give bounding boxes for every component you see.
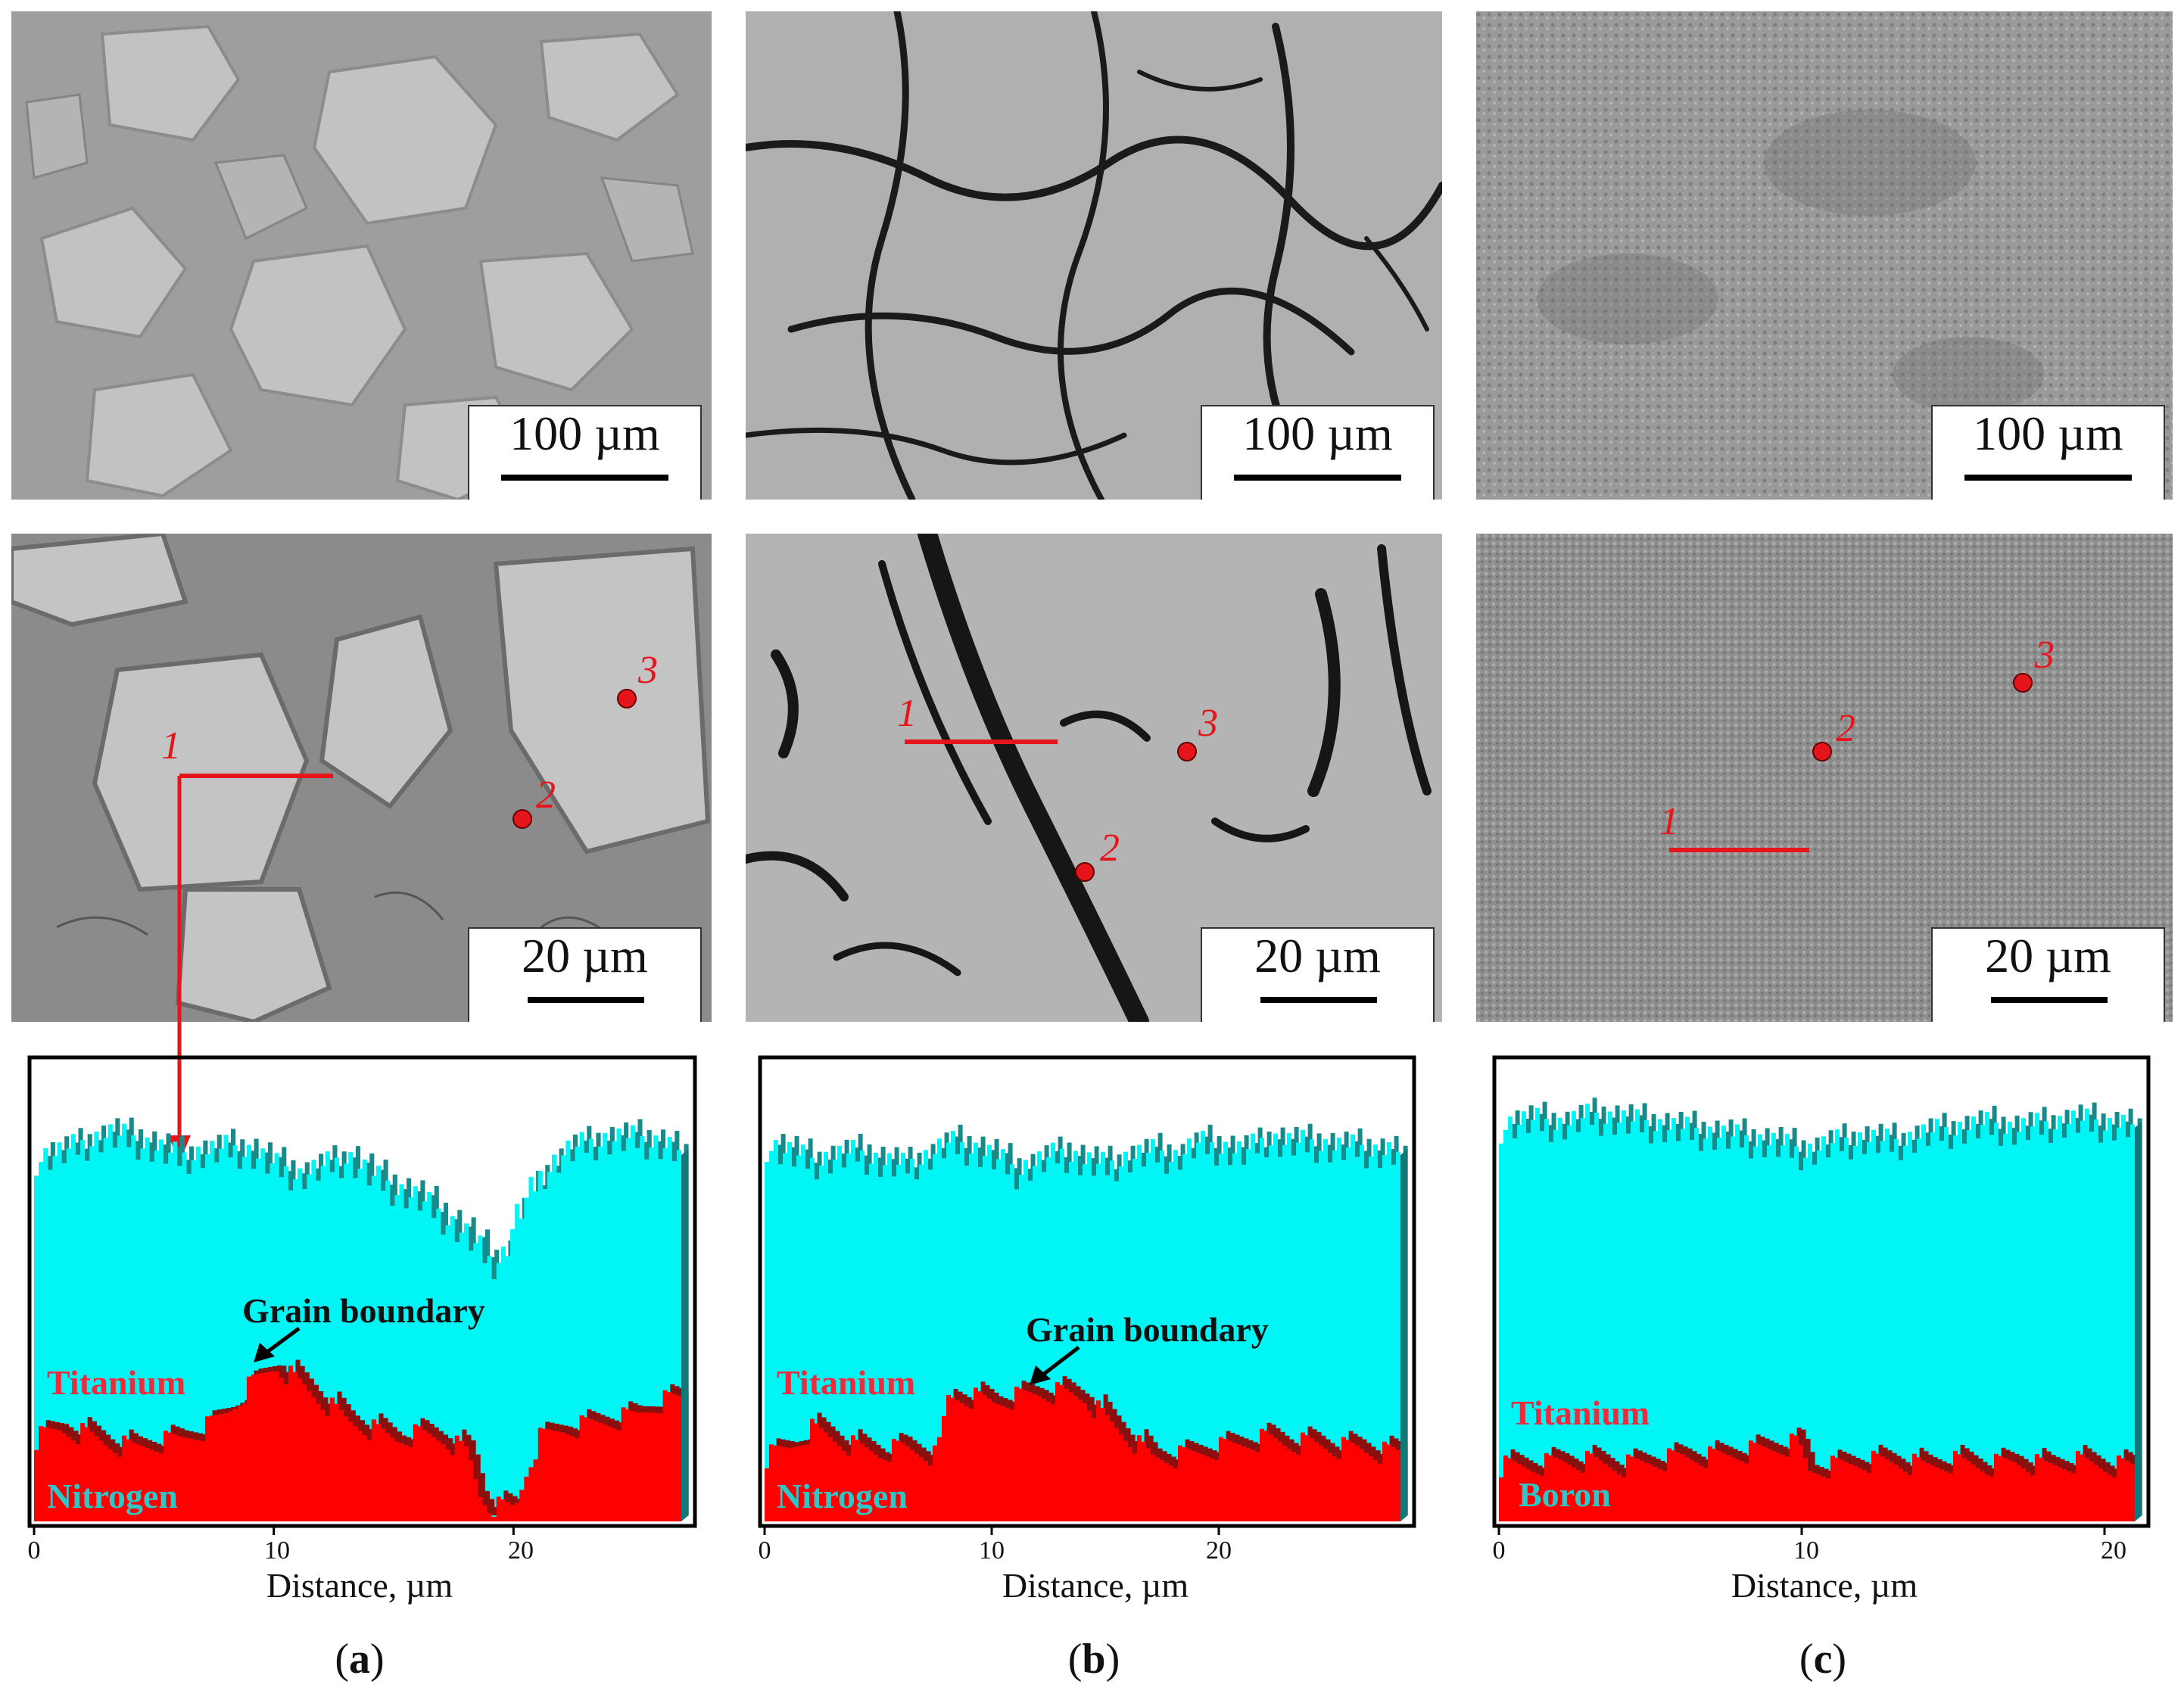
scale-bar-b-high: 20 µm xyxy=(1201,927,1435,1022)
panel-letter: a xyxy=(349,1636,370,1683)
scale-bar-c-high: 20 µm xyxy=(1931,927,2165,1022)
xtick-10: 10 xyxy=(979,1537,1005,1565)
micrograph-c-high: 1 2 3 20 µm xyxy=(1476,534,2173,1022)
scale-bar-b-low: 100 µm xyxy=(1201,405,1435,500)
x-axis-label: Distance, µm xyxy=(1731,1566,1918,1605)
marker-label-3: 3 xyxy=(2035,634,2055,677)
element-label-nitrogen: Nitrogen xyxy=(777,1477,908,1515)
plot-frame xyxy=(758,1055,1416,1528)
panel-letter: b xyxy=(1082,1636,1106,1683)
linescan-c-svg xyxy=(1492,1055,2151,1535)
xtick-20: 20 xyxy=(508,1537,534,1565)
element-label-titanium: Titanium xyxy=(1511,1393,1650,1432)
element-label-boron: Boron xyxy=(1519,1475,1611,1514)
plot-side-wall xyxy=(1400,1149,1408,1521)
xtick-10: 10 xyxy=(1793,1537,1819,1565)
plot-frame xyxy=(27,1055,697,1528)
second-element-profile xyxy=(1499,1434,2135,1521)
plot-frame xyxy=(1492,1055,2151,1528)
marker-label-1: 1 xyxy=(897,692,917,735)
grain-boundary-arrowhead xyxy=(254,1343,275,1362)
micrograph-c-low: 100 µm xyxy=(1476,11,2173,500)
marker-label-3: 3 xyxy=(638,649,658,692)
scale-bar-c-low: 100 µm xyxy=(1931,405,2165,500)
marker-label-1: 1 xyxy=(1659,800,1679,843)
xtick-0: 0 xyxy=(1492,1537,1506,1565)
plot-side-wall xyxy=(2135,1121,2142,1521)
xtick-10: 10 xyxy=(264,1537,290,1565)
second-element-profile xyxy=(765,1382,1400,1521)
scale-bar-line xyxy=(1234,475,1401,481)
scale-bar-line xyxy=(501,475,668,481)
x-axis-label: Distance, µm xyxy=(266,1566,453,1605)
line-scan-marker-c xyxy=(1669,673,2033,852)
line-scan-marker-b xyxy=(905,740,1197,882)
grain-boundary-arrowhead xyxy=(1030,1365,1051,1385)
marker-label-2: 2 xyxy=(1100,827,1120,870)
panel-label-b: (b) xyxy=(1067,1636,1120,1683)
plot-side-wall xyxy=(681,1149,689,1521)
marker-label-2: 2 xyxy=(1836,707,1855,750)
panel-letter: c xyxy=(1813,1636,1833,1683)
linescan-c: Titanium Boron 0 10 20 Distance, µm xyxy=(1469,1052,2184,1643)
linescan-b-svg xyxy=(758,1055,1416,1535)
element-label-titanium: Titanium xyxy=(777,1363,916,1402)
scale-bar-line xyxy=(1991,997,2108,1003)
scale-label: 100 µm xyxy=(509,406,660,460)
marker-label-3: 3 xyxy=(1198,702,1218,745)
scale-label: 100 µm xyxy=(1973,406,2123,460)
micrograph-b-high: 1 2 3 20 µm xyxy=(746,534,1442,1022)
linescan-b: Titanium Nitrogen Grain boundary 0 10 20… xyxy=(734,1052,1461,1643)
titanium-profile xyxy=(765,1129,1400,1521)
micrograph-a-high: 1 2 3 20 µm xyxy=(11,534,712,1022)
xtick-20: 20 xyxy=(2101,1537,2126,1565)
scale-bar-line xyxy=(1260,997,1377,1003)
marker-label-2: 2 xyxy=(536,774,556,817)
xtick-0: 0 xyxy=(27,1537,41,1565)
second-element-profile xyxy=(34,1365,681,1521)
xtick-0: 0 xyxy=(758,1537,771,1565)
titanium-profile xyxy=(1499,1104,2135,1521)
x-axis-label: Distance, µm xyxy=(1002,1566,1189,1605)
scale-label: 20 µm xyxy=(1985,929,2111,982)
scale-label: 100 µm xyxy=(1242,406,1393,460)
grain-boundary-label: Grain boundary xyxy=(242,1291,485,1330)
element-label-nitrogen: Nitrogen xyxy=(47,1477,178,1515)
xtick-20: 20 xyxy=(1206,1537,1232,1565)
marker-label-1: 1 xyxy=(161,724,181,768)
linescan-a: Titanium Nitrogen Grain boundary 0 10 20… xyxy=(0,1052,727,1643)
element-label-titanium: Titanium xyxy=(47,1363,186,1402)
scale-bar-a-high: 20 µm xyxy=(468,927,702,1022)
scale-bar-line xyxy=(528,997,644,1003)
micrograph-a-low: 100 µm xyxy=(11,11,712,500)
grain-boundary-label: Grain boundary xyxy=(1026,1310,1269,1349)
line-scan-marker-a xyxy=(179,689,637,829)
scale-bar-a-low: 100 µm xyxy=(468,405,702,500)
titanium-profile xyxy=(34,1123,681,1521)
panel-label-c: (c) xyxy=(1799,1636,1847,1683)
linescan-a-svg xyxy=(27,1055,697,1535)
scale-label: 20 µm xyxy=(1254,929,1381,982)
scale-label: 20 µm xyxy=(522,929,648,982)
panel-label-a: (a) xyxy=(335,1636,385,1683)
scale-bar-line xyxy=(1964,475,2132,481)
micrograph-b-low: 100 µm xyxy=(746,11,1442,500)
